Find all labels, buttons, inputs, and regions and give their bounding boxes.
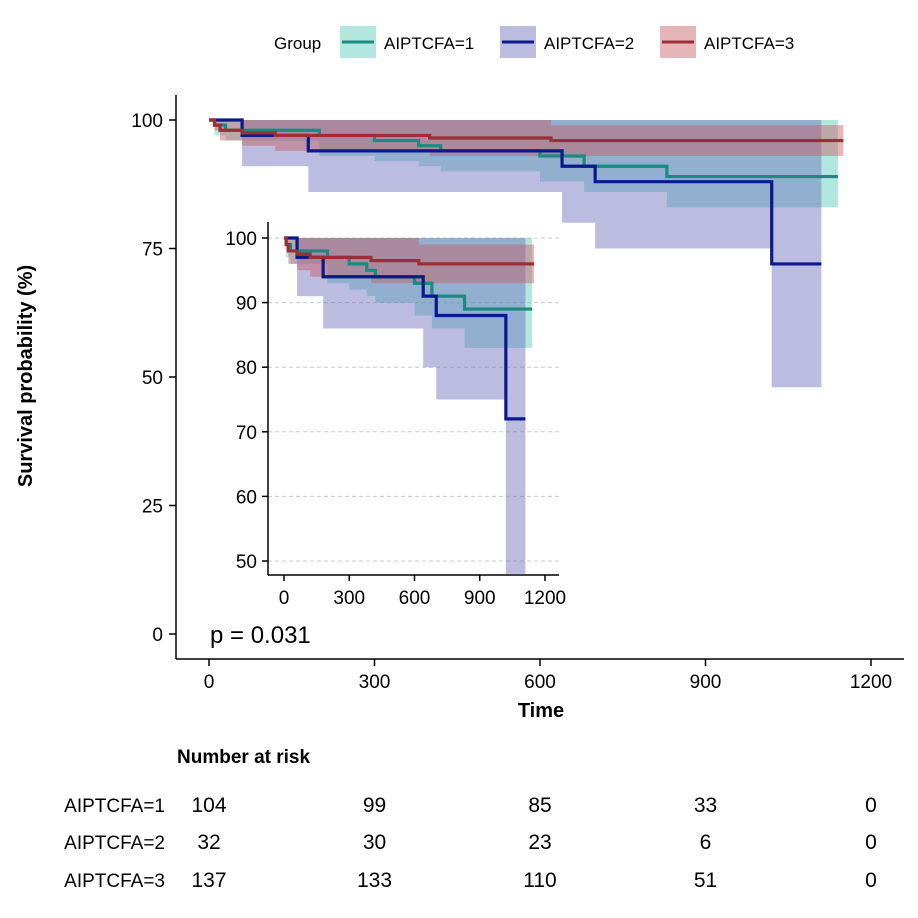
inset-y-tick-label: 70 [236, 423, 257, 444]
inset-x-tick-label: 0 [279, 588, 290, 609]
risk-cell: 133 [357, 869, 392, 892]
risk-row-1: AIPTCFA=1 104 99 85 33 0 [64, 794, 877, 817]
legend-item-2: AIPTCFA=2 [500, 26, 634, 58]
risk-cell: 85 [528, 794, 551, 817]
risk-cell: 137 [191, 869, 226, 892]
inset-band-1 [284, 238, 532, 348]
main-x-tick-label: 300 [359, 672, 391, 693]
risk-row-label: AIPTCFA=3 [64, 871, 165, 892]
risk-cell: 0 [865, 794, 877, 817]
risk-cell: 110 [523, 869, 556, 892]
risk-row-2: AIPTCFA=2 32 30 23 6 0 [64, 831, 877, 854]
risk-table: Number at risk AIPTCFA=1 104 99 85 33 0AIPTCF… [64, 747, 877, 892]
inset-x-tick-label: 900 [464, 588, 496, 609]
inset-survival-lines [284, 236, 535, 421]
main-x-tick-label: 900 [690, 672, 722, 693]
risk-cell: 32 [197, 831, 220, 854]
risk-cell: 104 [191, 794, 226, 817]
risk-cell: 33 [694, 794, 717, 817]
inset-axes: 0 300 600 900 1200 50 60 70 80 90 100 [225, 222, 566, 609]
risk-cell: 23 [528, 831, 551, 854]
main-line-1 [209, 118, 838, 179]
main-line-3 [209, 118, 844, 143]
legend: Group AIPTCFA=1 AIPTCFA=2 AIPTCFA=3 [274, 26, 794, 58]
legend-label-2: AIPTCFA=2 [544, 34, 634, 53]
legend-label-3: AIPTCFA=3 [704, 34, 794, 53]
legend-item-1: AIPTCFA=1 [340, 26, 474, 58]
inset-line-3 [284, 236, 535, 266]
inset-confidence-bands [284, 238, 535, 574]
main-band-2 [209, 120, 822, 388]
risk-cell: 0 [865, 869, 877, 892]
risk-cell: 51 [694, 869, 717, 892]
main-y-tick-label: 25 [142, 497, 163, 518]
main-x-tick-label: 0 [204, 672, 215, 693]
inset-x-tick-label: 600 [399, 588, 431, 609]
legend-label-1: AIPTCFA=1 [384, 34, 474, 53]
main-y-tick-label: 0 [152, 625, 163, 646]
inset-y-tick-label: 50 [236, 552, 257, 573]
x-axis-label: Time [518, 700, 564, 722]
risk-row-label: AIPTCFA=2 [64, 833, 165, 854]
legend-item-3: AIPTCFA=3 [660, 26, 794, 58]
main-x-tick-label: 1200 [850, 672, 892, 693]
inset-y-tick-label: 60 [236, 487, 257, 508]
inset-x-tick-label: 1200 [524, 588, 566, 609]
inset-band-2 [284, 238, 526, 574]
y-axis-label: Survival probability (%) [15, 265, 37, 487]
main-y-tick-label: 100 [131, 111, 163, 132]
main-x-tick-label: 600 [524, 672, 556, 693]
risk-row-3: AIPTCFA=3 137 133 110 51 0 [64, 869, 877, 892]
main-survival-lines [209, 118, 844, 266]
legend-title: Group [274, 34, 321, 53]
risk-cell: 99 [363, 794, 386, 817]
main-y-tick-label: 75 [142, 240, 163, 261]
risk-table-title: Number at risk [177, 747, 310, 768]
inset-y-tick-label: 90 [236, 294, 257, 315]
risk-cell: 30 [363, 831, 386, 854]
inset-x-tick-label: 300 [333, 588, 365, 609]
inset-line-1 [284, 236, 532, 311]
risk-cell: 0 [865, 831, 877, 854]
p-value-annotation: p = 0.031 [210, 622, 311, 649]
inset-y-tick-label: 80 [236, 358, 257, 379]
risk-row-label: AIPTCFA=1 [64, 796, 165, 817]
risk-cell: 6 [700, 831, 712, 854]
inset-y-tick-label: 100 [225, 229, 257, 250]
main-y-tick-label: 50 [142, 368, 163, 389]
